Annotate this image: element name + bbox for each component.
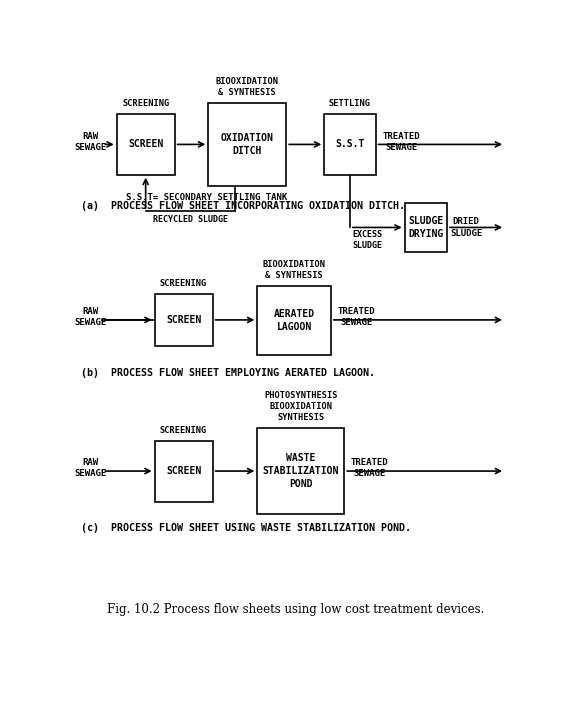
Text: SCREENING: SCREENING <box>160 280 207 288</box>
Text: SETTLING: SETTLING <box>329 99 371 109</box>
Text: SLUDGE
DRYING: SLUDGE DRYING <box>408 216 444 239</box>
Text: RECYCLED SLUDGE: RECYCLED SLUDGE <box>153 215 228 224</box>
FancyBboxPatch shape <box>257 428 344 513</box>
FancyBboxPatch shape <box>208 103 286 186</box>
FancyBboxPatch shape <box>154 441 213 502</box>
FancyBboxPatch shape <box>257 285 331 354</box>
Text: OXIDATION
DITCH: OXIDATION DITCH <box>221 133 274 156</box>
Text: S.S.T: S.S.T <box>335 139 365 150</box>
Text: SCREEN: SCREEN <box>166 315 201 325</box>
Text: RAW
SEWAGE: RAW SEWAGE <box>74 307 107 327</box>
Text: DRIED
SLUDGE: DRIED SLUDGE <box>450 217 482 237</box>
FancyBboxPatch shape <box>404 203 447 252</box>
Text: BIOOXIDATION
& SYNTHESIS: BIOOXIDATION & SYNTHESIS <box>263 260 325 280</box>
Text: PHOTOSYNTHESIS
BIOOXIDATION
SYNTHESIS: PHOTOSYNTHESIS BIOOXIDATION SYNTHESIS <box>264 391 338 422</box>
Text: (c)  PROCESS FLOW SHEET USING WASTE STABILIZATION POND.: (c) PROCESS FLOW SHEET USING WASTE STABI… <box>81 523 411 533</box>
Text: S.S.T= SECONDARY SETTLING TANK: S.S.T= SECONDARY SETTLING TANK <box>126 193 287 201</box>
FancyBboxPatch shape <box>116 114 175 175</box>
Text: (a)  PROCESS FLOW SHEET INCORPORATING OXIDATION DITCH.: (a) PROCESS FLOW SHEET INCORPORATING OXI… <box>81 201 405 211</box>
Text: RAW
SEWAGE: RAW SEWAGE <box>74 132 107 152</box>
FancyBboxPatch shape <box>154 294 213 347</box>
FancyBboxPatch shape <box>324 114 376 175</box>
Text: SCREEN: SCREEN <box>166 466 201 476</box>
Text: RAW
SEWAGE: RAW SEWAGE <box>74 458 107 478</box>
Text: Fig. 10.2 Process flow sheets using low cost treatment devices.: Fig. 10.2 Process flow sheets using low … <box>107 603 484 616</box>
Text: TREATED
SEWAGE: TREATED SEWAGE <box>351 458 389 478</box>
Text: SCREENING: SCREENING <box>122 99 169 109</box>
Text: SCREENING: SCREENING <box>160 426 207 435</box>
Text: EXCESS
SLUDGE: EXCESS SLUDGE <box>352 230 382 250</box>
Text: (b)  PROCESS FLOW SHEET EMPLOYING AERATED LAGOON.: (b) PROCESS FLOW SHEET EMPLOYING AERATED… <box>81 367 375 377</box>
Text: AERATED
LAGOON: AERATED LAGOON <box>274 308 314 331</box>
Text: TREATED
SEWAGE: TREATED SEWAGE <box>338 307 375 327</box>
Text: BIOOXIDATION
& SYNTHESIS: BIOOXIDATION & SYNTHESIS <box>215 77 279 97</box>
Text: WASTE
STABILIZATION
POND: WASTE STABILIZATION POND <box>263 452 339 489</box>
Text: SCREEN: SCREEN <box>128 139 163 150</box>
Text: TREATED
SEWAGE: TREATED SEWAGE <box>382 132 420 152</box>
